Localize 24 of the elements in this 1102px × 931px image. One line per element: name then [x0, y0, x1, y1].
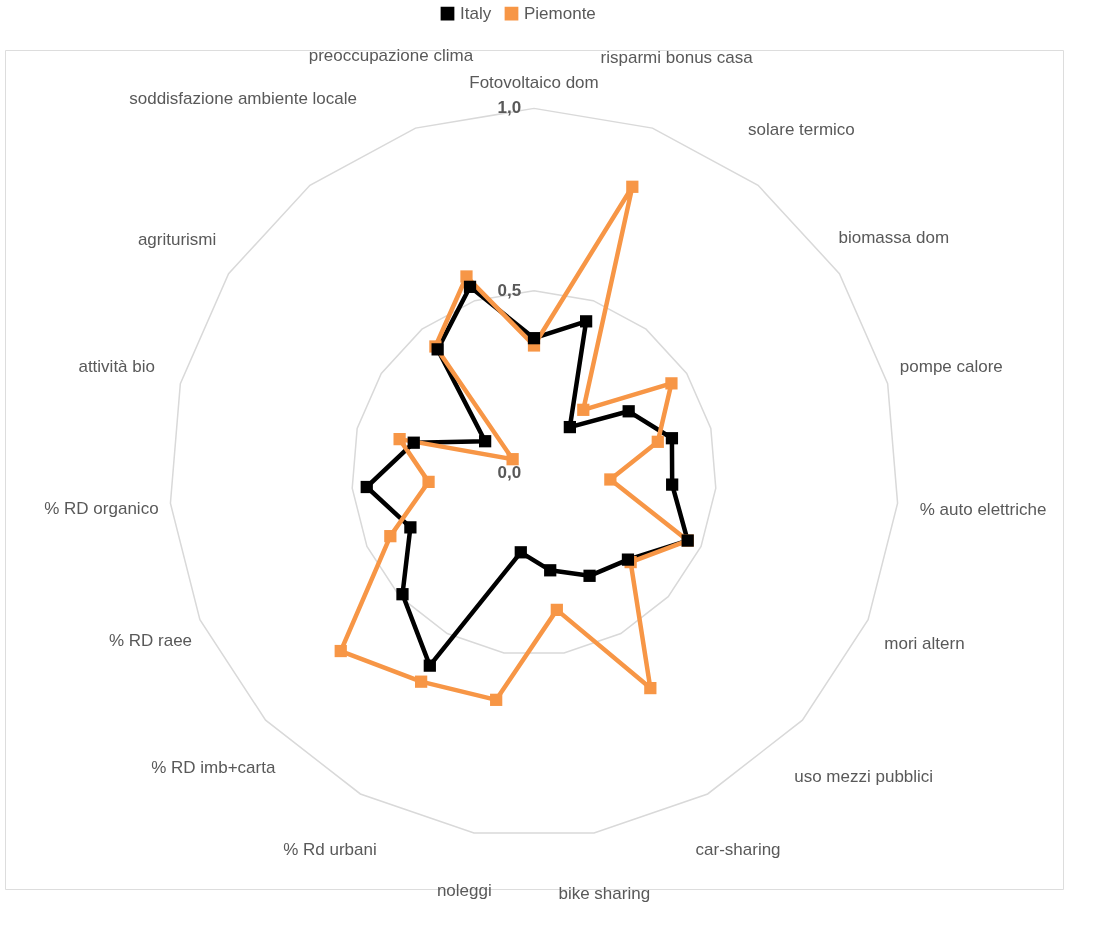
spoke-label: % RD imb+carta [151, 758, 276, 778]
spoke-label: bike sharing [558, 884, 651, 904]
spoke-label: soddisfazione ambiente locale [129, 89, 357, 109]
spoke-label: solare termico [748, 119, 855, 139]
spoke-label: % Rd urbani [283, 840, 377, 860]
spoke-label: agriturismi [137, 230, 217, 249]
spoke-label: % RD organico [44, 498, 159, 518]
legend-label: Italy [460, 3, 492, 23]
spoke-label: Fotovoltaico dom [469, 72, 599, 92]
y-tick-label: 0,0 [497, 463, 522, 483]
spoke-label: uso mezzi pubblici [794, 766, 934, 786]
y-tick-label: 1,0 [497, 98, 522, 118]
y-tick-label: 0,5 [497, 280, 522, 300]
spoke-label: pompe calore [899, 357, 1003, 377]
spoke-label: risparmi bonus casa [600, 47, 754, 67]
legend-label: Piemonte [524, 3, 596, 23]
spoke-label: % RD raee [108, 631, 193, 651]
spoke-label: attività bio [78, 357, 155, 377]
spoke-label: mori altern [884, 634, 965, 654]
spoke-label: % auto elettriche [919, 500, 1047, 520]
spoke-label: preoccupazione clima [308, 46, 474, 66]
spoke-label: biomassa dom [838, 228, 950, 248]
spoke-label: noleggi [436, 880, 492, 900]
spoke-label: car-sharing [695, 840, 781, 860]
